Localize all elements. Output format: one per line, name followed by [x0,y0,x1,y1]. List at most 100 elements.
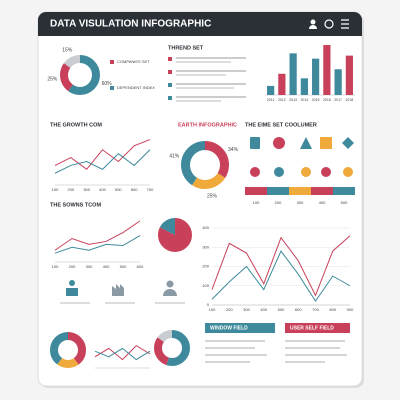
x-tick-label: 800 [329,307,336,312]
x-tick-label: 2014 [300,98,308,102]
factory-icon [112,284,124,296]
line-series [94,347,151,361]
x-tick-label: 200 [67,187,74,192]
bar [345,55,353,95]
box-header [285,323,350,333]
box-text [205,340,347,363]
clock-icon[interactable] [324,19,334,29]
strip-label: 200 [275,200,282,205]
x-tick-label: 600 [295,307,302,312]
segment [50,332,86,368]
box-header [205,323,275,333]
y-tick-label: 100 [202,283,209,288]
legend-swatch [110,86,114,90]
bullet [168,57,172,61]
x-tick-label: 400 [103,264,110,269]
segment [154,330,190,366]
x-tick-label: 2015 [312,98,320,102]
text-line [176,96,246,98]
text-line [176,83,246,85]
bullet [168,70,172,74]
text-line [205,347,255,349]
x-tick-label: 500 [115,187,122,192]
x-tick-label: 700 [312,307,319,312]
user-icon[interactable] [310,19,316,25]
bullet [168,96,172,100]
text-line [176,57,246,59]
segment [60,55,100,95]
text-line [285,361,325,363]
bar [312,58,320,95]
dot [274,167,284,177]
segment [158,218,192,252]
x-tick-label: 2011 [267,98,275,102]
strip [289,187,311,195]
x-tick-label: 100 [52,264,59,269]
x-tick-label: 300 [243,307,250,312]
bar [267,85,275,95]
x-tick-label: 300 [86,264,93,269]
box-title: USER SELF FIELD [290,325,334,331]
x-tick-label: 600 [131,187,138,192]
strip [267,187,289,195]
legend-swatch [110,60,114,64]
segment [154,330,190,366]
x-tick-label: 600 [137,264,144,269]
menu-icon[interactable] [341,19,349,29]
x-tick-label: 500 [120,264,127,269]
line-series [211,235,351,297]
bar [289,53,297,95]
text-line [205,354,267,356]
trend-list [168,57,246,102]
value-label: 15% [62,47,73,53]
user-icon-body [309,25,317,29]
line-series [54,139,151,171]
icon [320,137,332,149]
text-line [176,61,231,63]
strip [333,187,355,195]
segment [60,55,100,95]
box-title: WINDOW FIELD [210,325,248,331]
line-series [54,220,141,251]
bar [334,69,342,95]
segment [181,141,229,189]
x-tick-label: 2017 [334,98,342,102]
bullet [168,83,172,87]
value-label: 34% [228,147,239,153]
people-icons [60,280,185,304]
strip-label: 300 [297,200,304,205]
x-tick-label: 200 [226,307,233,312]
x-tick-label: 2018 [345,98,353,102]
page-title: DATA VISULATION INFOGRAPHIC [50,19,211,30]
dot [321,167,331,177]
x-tick-label: 200 [69,264,76,269]
y-tick-label: 0 [207,302,210,307]
dot [250,167,260,177]
strip-label: 100 [253,200,260,205]
segment [181,141,229,189]
line-series [211,250,351,303]
x-tick-label: 300 [83,187,90,192]
text-line [176,100,221,102]
text-line [285,354,347,356]
text-line [176,87,234,89]
x-tick-label: 100 [209,307,216,312]
y-tick-label: 200 [202,264,209,269]
legend-label: COMPANIES SET [117,59,150,64]
value-label: 60% [102,81,113,87]
text-line [285,340,345,342]
bar [300,78,308,95]
header-icons[interactable] [309,19,349,30]
x-tick-label: 500 [278,307,285,312]
header-bar [38,12,362,36]
strip [311,187,333,195]
x-tick-label: 2013 [289,98,297,102]
person-icon [163,289,177,296]
text-line [155,302,185,304]
y-tick-label: 400 [202,225,209,230]
text-line [105,302,135,304]
dot [343,167,353,177]
value-label: 25% [207,194,218,200]
segment [50,332,86,368]
